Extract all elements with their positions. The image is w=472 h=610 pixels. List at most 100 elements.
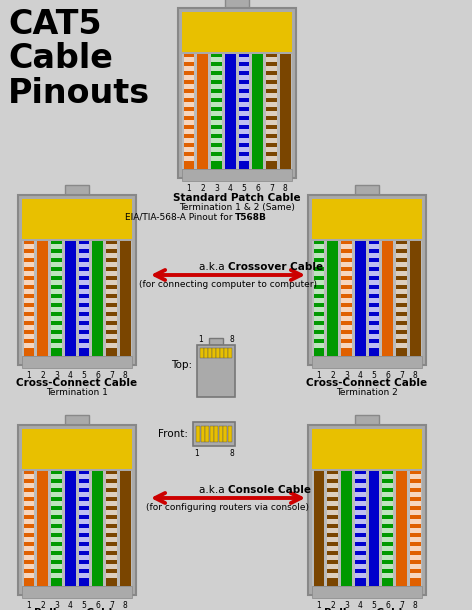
- Bar: [214, 426, 218, 442]
- Bar: [369, 307, 379, 312]
- Bar: [78, 253, 89, 258]
- Bar: [238, 54, 249, 169]
- Bar: [266, 120, 277, 125]
- Bar: [369, 280, 379, 285]
- Bar: [395, 241, 408, 356]
- Text: 1: 1: [198, 335, 203, 344]
- Text: 2: 2: [40, 601, 45, 610]
- Bar: [228, 426, 231, 442]
- Bar: [355, 492, 365, 497]
- Bar: [197, 54, 208, 169]
- Bar: [51, 474, 62, 479]
- Bar: [37, 241, 48, 356]
- Text: 2: 2: [330, 601, 335, 610]
- Bar: [327, 492, 338, 497]
- Bar: [382, 492, 393, 497]
- Bar: [36, 471, 50, 586]
- Bar: [238, 102, 249, 107]
- Bar: [355, 510, 365, 515]
- Bar: [367, 471, 381, 586]
- Bar: [211, 75, 222, 80]
- Bar: [341, 298, 352, 303]
- Text: 2: 2: [40, 371, 45, 380]
- Bar: [327, 474, 338, 479]
- Bar: [396, 334, 407, 339]
- Bar: [211, 84, 222, 89]
- Text: 7: 7: [109, 371, 114, 380]
- Bar: [396, 271, 407, 276]
- Text: 1: 1: [317, 601, 321, 610]
- Text: Cross-Connect Cable: Cross-Connect Cable: [306, 378, 428, 388]
- Bar: [327, 510, 338, 515]
- Bar: [313, 298, 324, 303]
- Bar: [312, 199, 422, 239]
- Bar: [312, 471, 326, 586]
- Bar: [51, 564, 62, 569]
- Bar: [278, 54, 292, 169]
- Bar: [369, 298, 379, 303]
- Bar: [238, 57, 249, 62]
- Bar: [106, 289, 117, 294]
- Bar: [78, 316, 89, 321]
- Bar: [266, 138, 277, 143]
- Bar: [410, 241, 421, 356]
- Bar: [353, 471, 367, 586]
- Bar: [266, 54, 277, 169]
- Text: 1: 1: [317, 371, 321, 380]
- Bar: [238, 111, 249, 116]
- Bar: [24, 343, 34, 348]
- Bar: [355, 546, 365, 551]
- Text: 5: 5: [371, 601, 376, 610]
- Bar: [355, 241, 365, 356]
- Bar: [396, 280, 407, 285]
- Bar: [22, 199, 132, 239]
- Bar: [312, 239, 422, 241]
- Bar: [312, 429, 422, 469]
- Bar: [24, 241, 34, 356]
- Bar: [78, 244, 89, 249]
- Bar: [106, 471, 117, 586]
- Bar: [51, 471, 62, 586]
- Bar: [50, 241, 63, 356]
- Bar: [78, 289, 89, 294]
- Bar: [341, 334, 352, 339]
- Text: 3: 3: [214, 184, 219, 193]
- Bar: [266, 111, 277, 116]
- Bar: [24, 298, 34, 303]
- Bar: [22, 586, 132, 598]
- Bar: [208, 348, 211, 358]
- Bar: [308, 195, 426, 365]
- Bar: [355, 474, 365, 479]
- Bar: [327, 519, 338, 524]
- Bar: [382, 471, 393, 586]
- Bar: [106, 546, 117, 551]
- Text: 4: 4: [358, 601, 362, 610]
- Bar: [24, 271, 34, 276]
- Bar: [184, 138, 194, 143]
- Text: 7: 7: [399, 371, 404, 380]
- Bar: [223, 426, 227, 442]
- Text: 8: 8: [229, 335, 234, 344]
- Text: 1: 1: [26, 601, 31, 610]
- Bar: [78, 471, 89, 586]
- Bar: [264, 54, 278, 169]
- Bar: [104, 241, 118, 356]
- Text: 8: 8: [123, 601, 127, 610]
- Bar: [396, 325, 407, 330]
- Bar: [339, 241, 353, 356]
- Bar: [106, 241, 117, 356]
- Bar: [410, 501, 421, 506]
- Bar: [210, 54, 223, 169]
- Bar: [410, 537, 421, 542]
- Bar: [353, 241, 367, 356]
- Bar: [196, 54, 210, 169]
- Bar: [51, 280, 62, 285]
- Bar: [24, 492, 34, 497]
- Bar: [312, 586, 422, 598]
- Bar: [106, 501, 117, 506]
- Bar: [211, 129, 222, 134]
- Bar: [106, 555, 117, 560]
- Bar: [410, 546, 421, 551]
- Bar: [182, 12, 292, 52]
- Bar: [184, 156, 194, 161]
